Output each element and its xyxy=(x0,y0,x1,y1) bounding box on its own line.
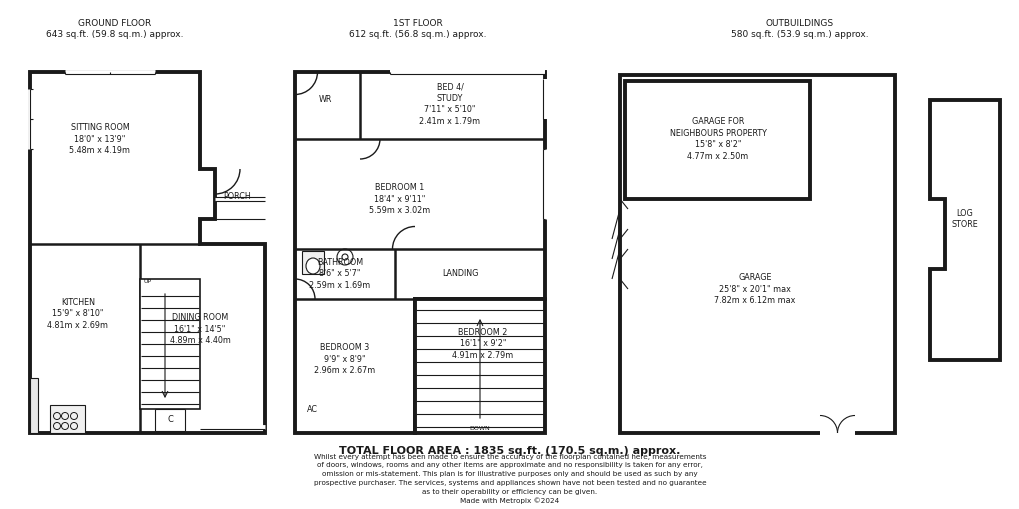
Ellipse shape xyxy=(306,258,320,274)
Text: DOWN: DOWN xyxy=(469,426,490,431)
Text: UP: UP xyxy=(144,279,152,284)
Bar xyxy=(415,299,544,433)
Bar xyxy=(140,279,200,409)
Bar xyxy=(620,75,894,433)
Polygon shape xyxy=(30,72,265,433)
Text: GARAGE
25'8" x 20'1" max
7.82m x 6.12m max: GARAGE 25'8" x 20'1" max 7.82m x 6.12m m… xyxy=(713,273,795,305)
Bar xyxy=(625,81,809,199)
Text: LANDING: LANDING xyxy=(441,269,478,278)
Text: TOTAL FLOOR AREA : 1835 sq.ft. (170.5 sq.m.) approx.: TOTAL FLOOR AREA : 1835 sq.ft. (170.5 sq… xyxy=(339,446,680,456)
Text: BED 4/
STUDY
7'11" x 5'10"
2.41m x 1.79m: BED 4/ STUDY 7'11" x 5'10" 2.41m x 1.79m xyxy=(419,82,480,126)
Bar xyxy=(50,405,85,433)
Text: BEDROOM 2
16'1" x 9'2"
4.91m x 2.79m: BEDROOM 2 16'1" x 9'2" 4.91m x 2.79m xyxy=(452,328,514,360)
Bar xyxy=(155,409,184,431)
Text: PORCH: PORCH xyxy=(223,191,251,201)
Text: GROUND FLOOR
643 sq.ft. (59.8 sq.m.) approx.: GROUND FLOOR 643 sq.ft. (59.8 sq.m.) app… xyxy=(46,19,183,39)
Text: OUTBUILDINGS
580 sq.ft. (53.9 sq.m.) approx.: OUTBUILDINGS 580 sq.ft. (53.9 sq.m.) app… xyxy=(731,19,868,39)
Text: C: C xyxy=(167,415,173,425)
Polygon shape xyxy=(929,100,999,360)
Polygon shape xyxy=(294,72,544,433)
Text: BEDROOM 3
9'9" x 8'9"
2.96m x 2.67m: BEDROOM 3 9'9" x 8'9" 2.96m x 2.67m xyxy=(314,343,375,375)
Text: LOG
STORE: LOG STORE xyxy=(951,209,977,229)
Text: BEDROOM 1
18'4" x 9'11"
5.59m x 3.02m: BEDROOM 1 18'4" x 9'11" 5.59m x 3.02m xyxy=(369,183,430,215)
Text: DINING ROOM
16'1" x 14'5"
4.89m x 4.40m: DINING ROOM 16'1" x 14'5" 4.89m x 4.40m xyxy=(169,313,230,345)
Text: KITCHEN
15'9" x 8'10"
4.81m x 2.69m: KITCHEN 15'9" x 8'10" 4.81m x 2.69m xyxy=(48,298,108,330)
Text: GARAGE FOR
NEIGHBOURS PROPERTY
15'8" x 8'2"
4.77m x 2.50m: GARAGE FOR NEIGHBOURS PROPERTY 15'8" x 8… xyxy=(668,118,765,161)
Text: WR: WR xyxy=(318,95,331,103)
Text: AC: AC xyxy=(306,405,317,413)
Bar xyxy=(30,378,38,433)
Text: SITTING ROOM
18'0" x 13'9"
5.48m x 4.19m: SITTING ROOM 18'0" x 13'9" 5.48m x 4.19m xyxy=(69,123,130,155)
Text: Whilst every attempt has been made to ensure the accuracy of the floorplan conta: Whilst every attempt has been made to en… xyxy=(314,454,705,504)
Bar xyxy=(302,251,324,274)
Text: 1ST FLOOR
612 sq.ft. (56.8 sq.m.) approx.: 1ST FLOOR 612 sq.ft. (56.8 sq.m.) approx… xyxy=(348,19,486,39)
Text: BATHROOM
8'6" x 5'7"
2.59m x 1.69m: BATHROOM 8'6" x 5'7" 2.59m x 1.69m xyxy=(309,258,370,290)
